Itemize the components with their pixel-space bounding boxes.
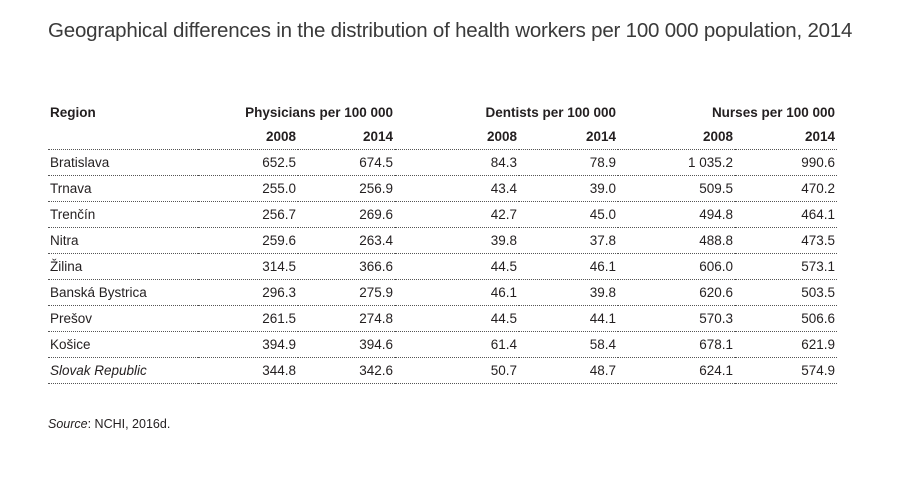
value-cell: 394.6 [298,331,396,358]
source-label: Source [48,417,88,431]
region-cell: Košice [48,331,198,358]
year-header: 2008 [618,124,736,150]
value-cell: 1 035.2 [618,149,736,176]
value-cell: 255.0 [198,175,298,202]
region-cell: Prešov [48,305,198,332]
value-cell: 314.5 [198,253,298,280]
value-cell: 44.5 [395,305,520,332]
region-header: Region [50,104,96,120]
value-cell: 488.8 [618,227,736,254]
table-row: Bratislava 652.5 674.5 84.3 78.9 1 035.2 990.6 [48,149,838,176]
value-cell: 570.3 [618,305,736,332]
value-cell: 464.1 [735,201,838,228]
table-body: Bratislava 652.5 674.5 84.3 78.9 1 035.2 990.6… [48,149,838,384]
table-row: Slovak Republic 344.8 342.6 50.7 48.7 624.1 57… [48,357,838,384]
value-cell: 678.1 [618,331,736,358]
year-header: 2014 [519,124,619,150]
value-cell: 50.7 [395,357,520,384]
value-cell: 84.3 [395,149,520,176]
table-row: Prešov 261.5 274.8 44.5 44.1 570.3 506.6 [48,305,838,332]
value-cell: 296.3 [198,279,298,306]
value-cell: 39.0 [519,175,619,202]
value-cell: 573.1 [735,253,838,280]
table-row: Trenčín 256.7 269.6 42.7 45.0 494.8 464.1 [48,201,838,228]
value-cell: 39.8 [395,227,520,254]
health-workers-table: Region Physicians per 100 000 Dentists p… [48,100,838,384]
value-cell: 473.5 [735,227,838,254]
value-cell: 256.9 [298,175,396,202]
value-cell: 46.1 [519,253,619,280]
value-cell: 621.9 [735,331,838,358]
value-cell: 48.7 [519,357,619,384]
value-cell: 342.6 [298,357,396,384]
year-header: 2008 [395,124,520,150]
value-cell: 261.5 [198,305,298,332]
value-cell: 45.0 [519,201,619,228]
region-cell: Nitra [48,227,198,254]
value-cell: 509.5 [618,175,736,202]
table-group-header-row: Region Physicians per 100 000 Dentists p… [48,100,837,124]
table-row: Nitra 259.6 263.4 39.8 37.8 488.8 473.5 [48,227,838,254]
value-cell: 37.8 [519,227,619,254]
region-header-spacer [48,124,198,150]
table-year-header-row: 2008 2014 2008 2014 2008 2014 [48,124,838,150]
value-cell: 366.6 [298,253,396,280]
region-cell: Trnava [48,175,198,202]
table-row: Trnava 255.0 256.9 43.4 39.0 509.5 470.2 [48,175,838,202]
value-cell: 344.8 [198,357,298,384]
value-cell: 42.7 [395,201,520,228]
value-cell: 39.8 [519,279,619,306]
value-cell: 470.2 [735,175,838,202]
value-cell: 44.1 [519,305,619,332]
value-cell: 61.4 [395,331,520,358]
table-row: Banská Bystrica 296.3 275.9 46.1 39.8 620.6 50… [48,279,838,306]
value-cell: 620.6 [618,279,736,306]
group-header-physicians: Physicians per 100 000 [245,104,394,120]
value-cell: 58.4 [519,331,619,358]
value-cell: 263.4 [298,227,396,254]
source-note: Source: NCHI, 2016d. [48,417,170,431]
region-cell: Bratislava [48,149,198,176]
table-row: Košice 394.9 394.6 61.4 58.4 678.1 621.9 [48,331,838,358]
value-cell: 606.0 [618,253,736,280]
group-header-nurses: Nurses per 100 000 [711,104,836,120]
value-cell: 624.1 [618,357,736,384]
value-cell: 394.9 [198,331,298,358]
value-cell: 990.6 [735,149,838,176]
region-cell: Žilina [48,253,198,280]
value-cell: 652.5 [198,149,298,176]
source-text: : NCHI, 2016d. [87,417,171,431]
value-cell: 503.5 [735,279,838,306]
year-header: 2008 [198,124,298,150]
value-cell: 494.8 [618,201,736,228]
value-cell: 269.6 [298,201,396,228]
value-cell: 46.1 [395,279,520,306]
year-header: 2014 [735,124,838,150]
value-cell: 44.5 [395,253,520,280]
value-cell: 256.7 [198,201,298,228]
table-row: Žilina 314.5 366.6 44.5 46.1 606.0 573.1 [48,253,838,280]
value-cell: 274.8 [298,305,396,332]
region-cell: Trenčín [48,201,198,228]
group-header-dentists: Dentists per 100 000 [485,104,617,120]
value-cell: 275.9 [298,279,396,306]
value-cell: 506.6 [735,305,838,332]
value-cell: 259.6 [198,227,298,254]
page-title: Geographical differences in the distribu… [48,19,853,42]
region-cell: Slovak Republic [48,357,198,384]
value-cell: 574.9 [735,357,838,384]
year-header: 2014 [298,124,396,150]
region-cell: Banská Bystrica [48,279,198,306]
value-cell: 43.4 [395,175,520,202]
value-cell: 674.5 [298,149,396,176]
value-cell: 78.9 [519,149,619,176]
